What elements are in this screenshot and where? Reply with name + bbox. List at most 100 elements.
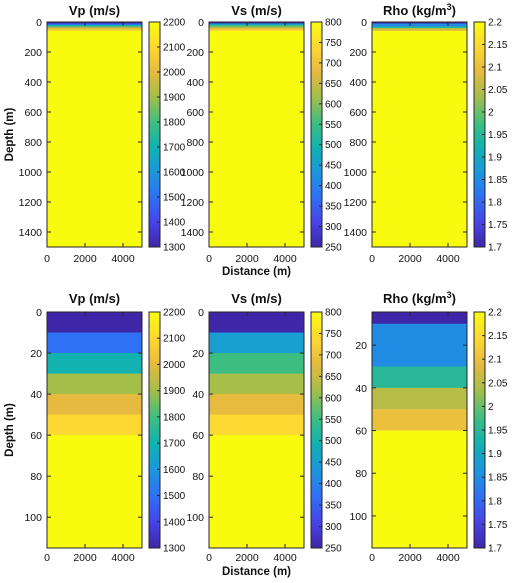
layer-stack bbox=[209, 312, 304, 548]
chart-panel-2: Vs (m/s) 0 200 400 600 800 1000 1200 1400 0 2000 40… bbox=[181, 3, 342, 278]
chart-title-end: ) bbox=[452, 3, 456, 18]
y-tick-label: 20 bbox=[355, 340, 367, 352]
colorbar-tick-label: 1700 bbox=[163, 143, 186, 154]
colorbar-tick-label: 550 bbox=[325, 120, 342, 131]
colorbar-tick-label: 300 bbox=[325, 222, 342, 233]
layer-cell-6 bbox=[372, 430, 467, 548]
colorbar-tick-label: 2.2 bbox=[488, 308, 502, 319]
colorbar-tick-label: 350 bbox=[325, 202, 342, 213]
x-tick-label: 2000 bbox=[398, 253, 422, 265]
y-tick-label: 400 bbox=[186, 77, 204, 89]
chart-title-main: Rho (kg/m bbox=[383, 3, 447, 18]
colorbar-tick-label: 2.1 bbox=[488, 355, 502, 366]
colorbar-tick-label: 400 bbox=[325, 181, 342, 192]
colorbar-tick-label: 550 bbox=[325, 415, 342, 426]
chart-panel-1: Vp (m/s) 0 200 400 600 800 1000 1200 1400 0 2000 40… bbox=[4, 3, 186, 265]
y-tick-label: 20 bbox=[30, 348, 42, 360]
y-tick-label: 400 bbox=[349, 77, 367, 89]
y-tick-label: 0 bbox=[36, 17, 42, 29]
colorbar-tick-label: 1300 bbox=[163, 544, 186, 555]
y-tick-label: 1000 bbox=[19, 167, 43, 179]
y-tick-label: 0 bbox=[361, 17, 367, 29]
x-tick-label: 2000 bbox=[73, 552, 97, 564]
layer-cell-3 bbox=[372, 366, 467, 389]
colorbar-tick-label: 1800 bbox=[163, 412, 186, 423]
y-tick-label: 1400 bbox=[181, 227, 205, 239]
colorbar-tick-label: 1300 bbox=[163, 243, 186, 254]
y-tick-label: 200 bbox=[186, 47, 204, 59]
chart-title-main: Vs (m/s) bbox=[231, 291, 282, 306]
layer-cell-2 bbox=[372, 23, 467, 27]
y-tick-label: 1400 bbox=[344, 227, 368, 239]
colorbar-tick-label: 1.7 bbox=[488, 243, 502, 254]
colorbar-tick-label: 2.1 bbox=[488, 63, 502, 74]
colorbar-tick-label: 500 bbox=[325, 140, 342, 151]
plot-frame bbox=[208, 21, 305, 248]
x-tick-label: 0 bbox=[206, 552, 212, 564]
layer-cell-1 bbox=[47, 22, 142, 24]
layer-cell-5 bbox=[47, 28, 142, 30]
layer-cell-1 bbox=[209, 312, 304, 334]
y-tick-label: 40 bbox=[192, 389, 204, 401]
chart-panel-6: Rho (kg/m3) 20 40 60 80 100 0 2000 4000 1.7 1.75 1.… bbox=[349, 290, 507, 564]
plot-frame bbox=[371, 21, 468, 248]
colorbar-tick-label: 750 bbox=[325, 329, 342, 340]
chart-panel-4: Vp (m/s) 0 20 40 60 80 100 0 2000 4000 Depth (m) 13… bbox=[4, 291, 186, 564]
y-tick-label: 600 bbox=[186, 107, 204, 119]
layer-stack bbox=[372, 312, 467, 548]
layer-cell-3 bbox=[47, 25, 142, 27]
chart-title-main: Rho (kg/m bbox=[383, 291, 447, 306]
colorbar-tick-label: 2000 bbox=[163, 68, 186, 79]
colorbar-tick-label: 2200 bbox=[163, 308, 186, 319]
colorbar bbox=[310, 21, 323, 248]
x-tick-label: 4000 bbox=[111, 552, 135, 564]
colorbar-tick-label: 700 bbox=[325, 58, 342, 69]
y-tick-label: 60 bbox=[30, 430, 42, 442]
x-tick-label: 4000 bbox=[111, 253, 135, 265]
layer-cell-7 bbox=[47, 31, 142, 247]
chart-title-main: Vp (m/s) bbox=[69, 291, 120, 306]
colorbar-tick-label: 750 bbox=[325, 38, 342, 49]
chart-panel-5: Vs (m/s) 0 20 40 60 80 100 0 2000 4000 Distance (m… bbox=[186, 291, 342, 578]
x-tick-label: 2000 bbox=[73, 253, 97, 265]
layer-cell-5 bbox=[47, 394, 142, 416]
colorbar-tick-label: 1.75 bbox=[488, 520, 508, 531]
colorbar-tick-label: 1700 bbox=[163, 439, 186, 450]
colorbar-tick-label: 2200 bbox=[163, 18, 186, 29]
x-tick-label: 0 bbox=[369, 552, 375, 564]
layer-cell-5 bbox=[372, 409, 467, 432]
colorbar bbox=[310, 311, 323, 549]
y-tick-label: 80 bbox=[192, 471, 204, 483]
chart-title-superscript: 3 bbox=[447, 2, 452, 12]
colorbar-tick-label: 300 bbox=[325, 522, 342, 533]
layer-cell-4 bbox=[47, 373, 142, 395]
colorbar-tick-label: 2100 bbox=[163, 334, 186, 345]
colorbar-tick-label: 250 bbox=[325, 243, 342, 254]
layer-cell-6 bbox=[209, 29, 304, 32]
layer-cell-4 bbox=[209, 26, 304, 29]
x-tick-label: 0 bbox=[44, 552, 50, 564]
colorbar-tick-label: 800 bbox=[325, 308, 342, 319]
layer-cell-7 bbox=[47, 435, 142, 548]
chart-title: Rho (kg/m3) bbox=[383, 290, 456, 306]
layer-cell-6 bbox=[209, 414, 304, 436]
colorbar-tick-label: 2100 bbox=[163, 43, 186, 54]
chart-title-superscript: 3 bbox=[447, 290, 452, 300]
colorbar-tick-label: 1.95 bbox=[488, 130, 508, 141]
layer-cell-1 bbox=[372, 22, 467, 24]
colorbar-tick-label: 450 bbox=[325, 458, 342, 469]
chart-panel-3: Rho (kg/m3) 0 200 400 600 800 1000 1200 1400 0 200… bbox=[344, 2, 508, 265]
colorbar-tick-label: 2.2 bbox=[488, 18, 502, 29]
y-tick-label: 100 bbox=[186, 512, 204, 524]
layer-cell-1 bbox=[209, 22, 304, 24]
x-tick-label: 2000 bbox=[235, 253, 259, 265]
x-axis-label: Distance (m) bbox=[222, 566, 291, 578]
layer-stack bbox=[372, 22, 467, 247]
layer-cell-5 bbox=[372, 29, 467, 32]
y-tick-label: 0 bbox=[198, 307, 204, 319]
layer-stack bbox=[47, 312, 142, 548]
x-tick-label: 2000 bbox=[235, 552, 259, 564]
plot-frame bbox=[208, 311, 305, 549]
layer-cell-1 bbox=[372, 312, 467, 325]
colorbar-tick-label: 350 bbox=[325, 501, 342, 512]
